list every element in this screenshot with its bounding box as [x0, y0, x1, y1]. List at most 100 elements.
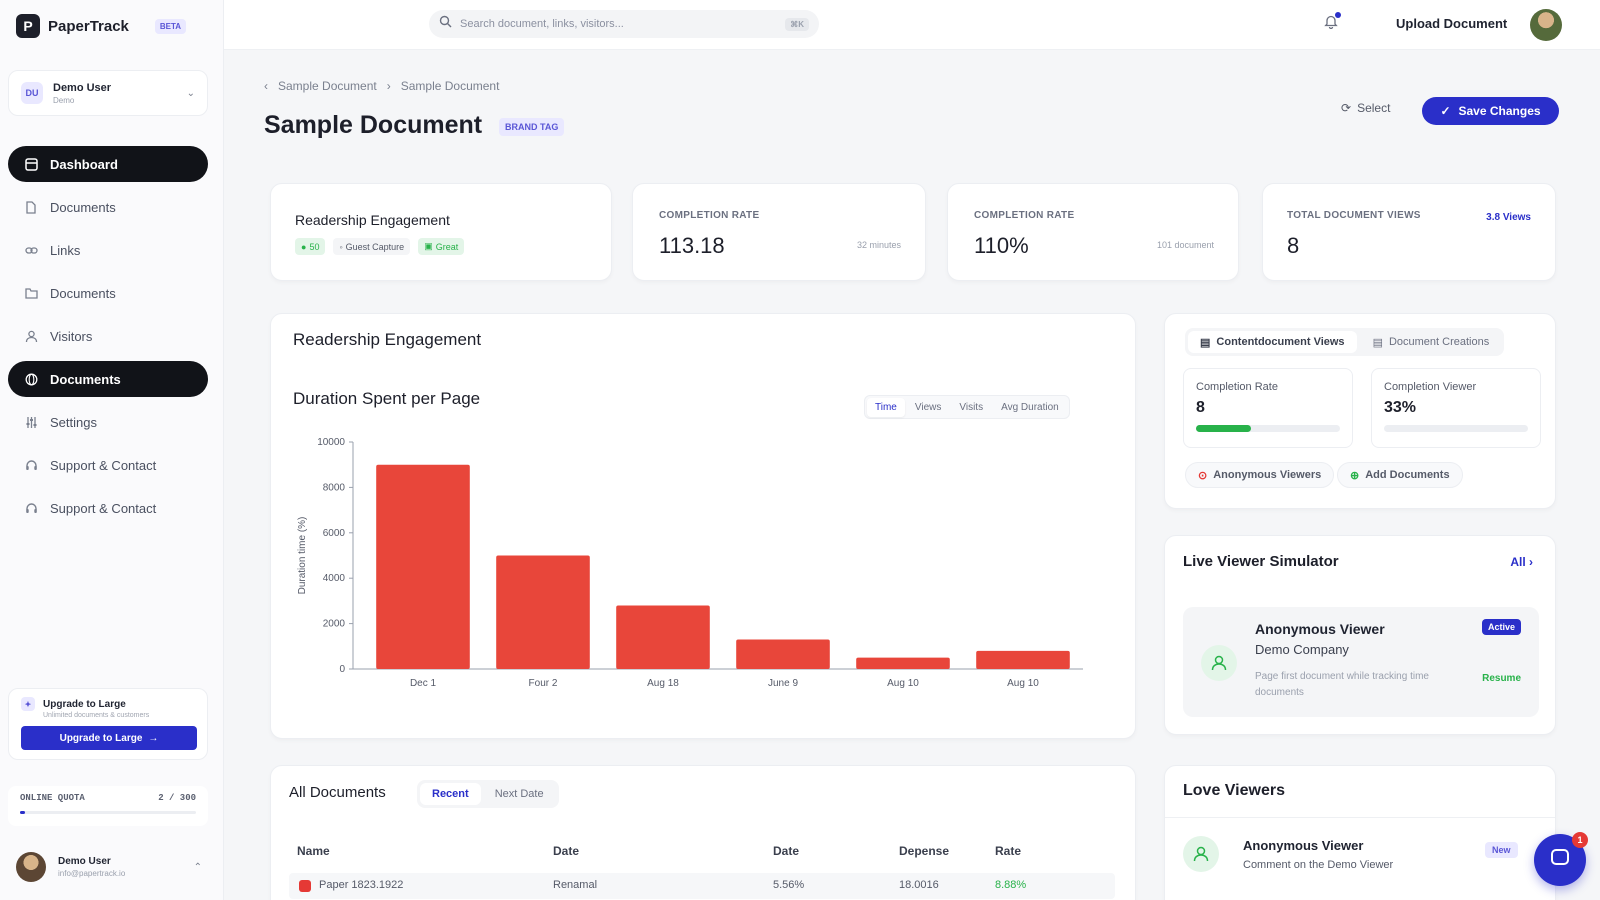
- metric-value: 33%: [1384, 399, 1417, 416]
- chevron-left-icon[interactable]: ‹: [264, 79, 268, 93]
- stat-value: 113.18: [659, 233, 725, 258]
- metric-completion-viewer: Completion Viewer 33%: [1371, 368, 1541, 448]
- column-header[interactable]: Name: [297, 844, 330, 858]
- stat-sub: 101 document: [1156, 240, 1214, 250]
- dashboard-icon: [24, 157, 38, 171]
- engagement-pill: ◦ Guest Capture: [333, 238, 411, 255]
- sidebar-item-links[interactable]: Links: [8, 232, 208, 268]
- x-tick-label: Dec 1: [410, 678, 437, 689]
- column-header[interactable]: Depense: [899, 844, 950, 858]
- table-tabs: Recent Next Date: [417, 780, 559, 808]
- sidebar-item-documents-3[interactable]: Documents: [8, 361, 208, 397]
- sidebar-item-label: Documents: [50, 371, 121, 387]
- engagement-pill: ● 50: [295, 238, 326, 255]
- tab-content-views[interactable]: ▤ Contentdocument Views: [1188, 331, 1357, 353]
- chat-icon: [1549, 847, 1571, 874]
- sidebar-item-visitors[interactable]: Visitors: [8, 318, 208, 354]
- sidebar-nav: Dashboard Documents Links Documents Visi…: [8, 146, 208, 533]
- live-viewer-simulator: Live Viewer Simulator All › Anonymous Vi…: [1164, 535, 1556, 735]
- save-label: Save Changes: [1458, 104, 1541, 118]
- x-tick-label: Aug 18: [647, 678, 679, 689]
- avatar[interactable]: [1530, 9, 1562, 41]
- sidebar-item-dashboard[interactable]: Dashboard: [8, 146, 208, 182]
- sidebar-item-support-2[interactable]: Support & Contact: [8, 490, 208, 526]
- cell: Renamal: [553, 879, 598, 891]
- stat-card[interactable]: COMPLETION RATE 113.18 32 minutes: [632, 183, 926, 281]
- workspace-switcher[interactable]: DU Demo User Demo ⌄: [8, 70, 208, 116]
- tab-next-date[interactable]: Next Date: [494, 788, 544, 800]
- sidebar-item-label: Documents: [50, 285, 116, 301]
- table-row[interactable]: Paper 1823.1922 Renamal 5.56% 18.0016 8.…: [289, 873, 1115, 899]
- cell: 18.0016: [899, 879, 939, 891]
- search-input[interactable]: Search document, links, visitors... ⌘K: [429, 10, 819, 38]
- notifications-button[interactable]: [1324, 12, 1341, 34]
- alert-icon: ⊙: [1198, 469, 1208, 482]
- breadcrumb-item[interactable]: Sample Document: [278, 79, 377, 93]
- sidebar-item-label: Support & Contact: [50, 457, 157, 473]
- chevron-up-icon: ⌃: [193, 861, 202, 873]
- column-header[interactable]: Date: [773, 844, 800, 858]
- sidebar-item-settings[interactable]: Settings: [8, 404, 208, 440]
- sidebar-item-label: Links: [50, 242, 81, 258]
- breadcrumb: ‹ Sample Document › Sample Document: [264, 79, 499, 93]
- headset-icon: [24, 458, 38, 472]
- brand[interactable]: P PaperTrack BETA: [16, 14, 187, 38]
- tab-recent[interactable]: Recent: [420, 783, 481, 805]
- view-all-link[interactable]: All ›: [1510, 555, 1533, 569]
- tab-label: Contentdocument Views: [1216, 336, 1345, 348]
- upload-document-button[interactable]: Upload Document: [1396, 16, 1508, 31]
- status-badge: New: [1485, 842, 1518, 858]
- user-icon: [1183, 836, 1219, 872]
- stat-label: COMPLETION RATE: [974, 210, 1075, 221]
- chart-icon: ▣: [424, 241, 433, 251]
- stat-card[interactable]: COMPLETION RATE 110% 101 document: [947, 183, 1239, 281]
- quota-bar-fill: [20, 811, 26, 814]
- chart-tab[interactable]: Views: [914, 401, 942, 413]
- add-documents-chip[interactable]: ⊕ Add Documents: [1337, 462, 1463, 488]
- chart-tab[interactable]: Avg Duration: [1001, 401, 1059, 413]
- save-button[interactable]: ✓ Save Changes: [1422, 97, 1559, 125]
- viewer-card[interactable]: Anonymous Viewer Demo Company Page first…: [1183, 607, 1539, 717]
- engagement-card[interactable]: Readership Engagement ● 50 ◦ Guest Capture…: [270, 183, 612, 281]
- viewer-name[interactable]: Anonymous Viewer: [1243, 838, 1364, 853]
- chat-button[interactable]: 1: [1534, 832, 1588, 886]
- viewer-name: Anonymous Viewer: [1255, 621, 1385, 637]
- views-link[interactable]: 3.8 Views: [1486, 212, 1531, 223]
- sidebar-item-label: Dashboard: [50, 156, 118, 172]
- resume-link[interactable]: Resume: [1482, 673, 1521, 684]
- quota-value: 2 / 300: [158, 793, 196, 803]
- search-shortcut: ⌘K: [785, 17, 809, 31]
- live-viewers-title: Love Viewers: [1183, 782, 1285, 799]
- sidebar-item-documents-2[interactable]: Documents: [8, 275, 208, 311]
- document-icon: ▤: [1372, 336, 1383, 349]
- metric-value: 8: [1196, 399, 1205, 416]
- stat-card-views[interactable]: TOTAL DOCUMENT VIEWS 8 3.8 Views: [1262, 183, 1556, 281]
- chevron-right-icon: ›: [386, 79, 391, 93]
- document-icon: ▤: [1200, 336, 1211, 349]
- y-tick-label: 2000: [323, 619, 346, 630]
- tab-document-creations[interactable]: ▤ Document Creations: [1361, 331, 1502, 353]
- select-button[interactable]: ⟳ Select: [1341, 101, 1390, 115]
- y-tick-label: 10000: [317, 437, 345, 448]
- user-menu[interactable]: Demo User info@papertrack.io ⌃: [16, 852, 202, 882]
- tab-label: Document Creations: [1388, 336, 1490, 348]
- chip-label: Add Documents: [1365, 469, 1450, 481]
- chart-tab[interactable]: Visits: [959, 401, 984, 413]
- anonymous-viewers-chip[interactable]: ⊙ Anonymous Viewers: [1185, 462, 1335, 488]
- upgrade-button[interactable]: Upgrade to Large →: [21, 726, 197, 750]
- quota-card: ONLINE QUOTA 2 / 300: [8, 786, 208, 826]
- column-header[interactable]: Date: [553, 844, 580, 858]
- sidebar-item-support[interactable]: Support & Contact: [8, 447, 208, 483]
- view-all-label: All: [1510, 555, 1526, 569]
- cell-name: Paper 1823.1922: [319, 879, 404, 891]
- workspace-name: Demo User: [53, 81, 112, 94]
- sidebar-item-documents[interactable]: Documents: [8, 189, 208, 225]
- column-header[interactable]: Rate: [995, 844, 1022, 858]
- chart-tab[interactable]: Time: [867, 397, 905, 417]
- upgrade-button-label: Upgrade to Large: [59, 732, 143, 744]
- user-name: Demo User: [58, 856, 111, 867]
- topbar: Search document, links, visitors... ⌘K U…: [224, 0, 1600, 50]
- metric-bar: [1384, 425, 1528, 432]
- user-email: info@papertrack.io: [58, 869, 126, 878]
- engagement-pill: ▣ Great: [418, 238, 465, 255]
